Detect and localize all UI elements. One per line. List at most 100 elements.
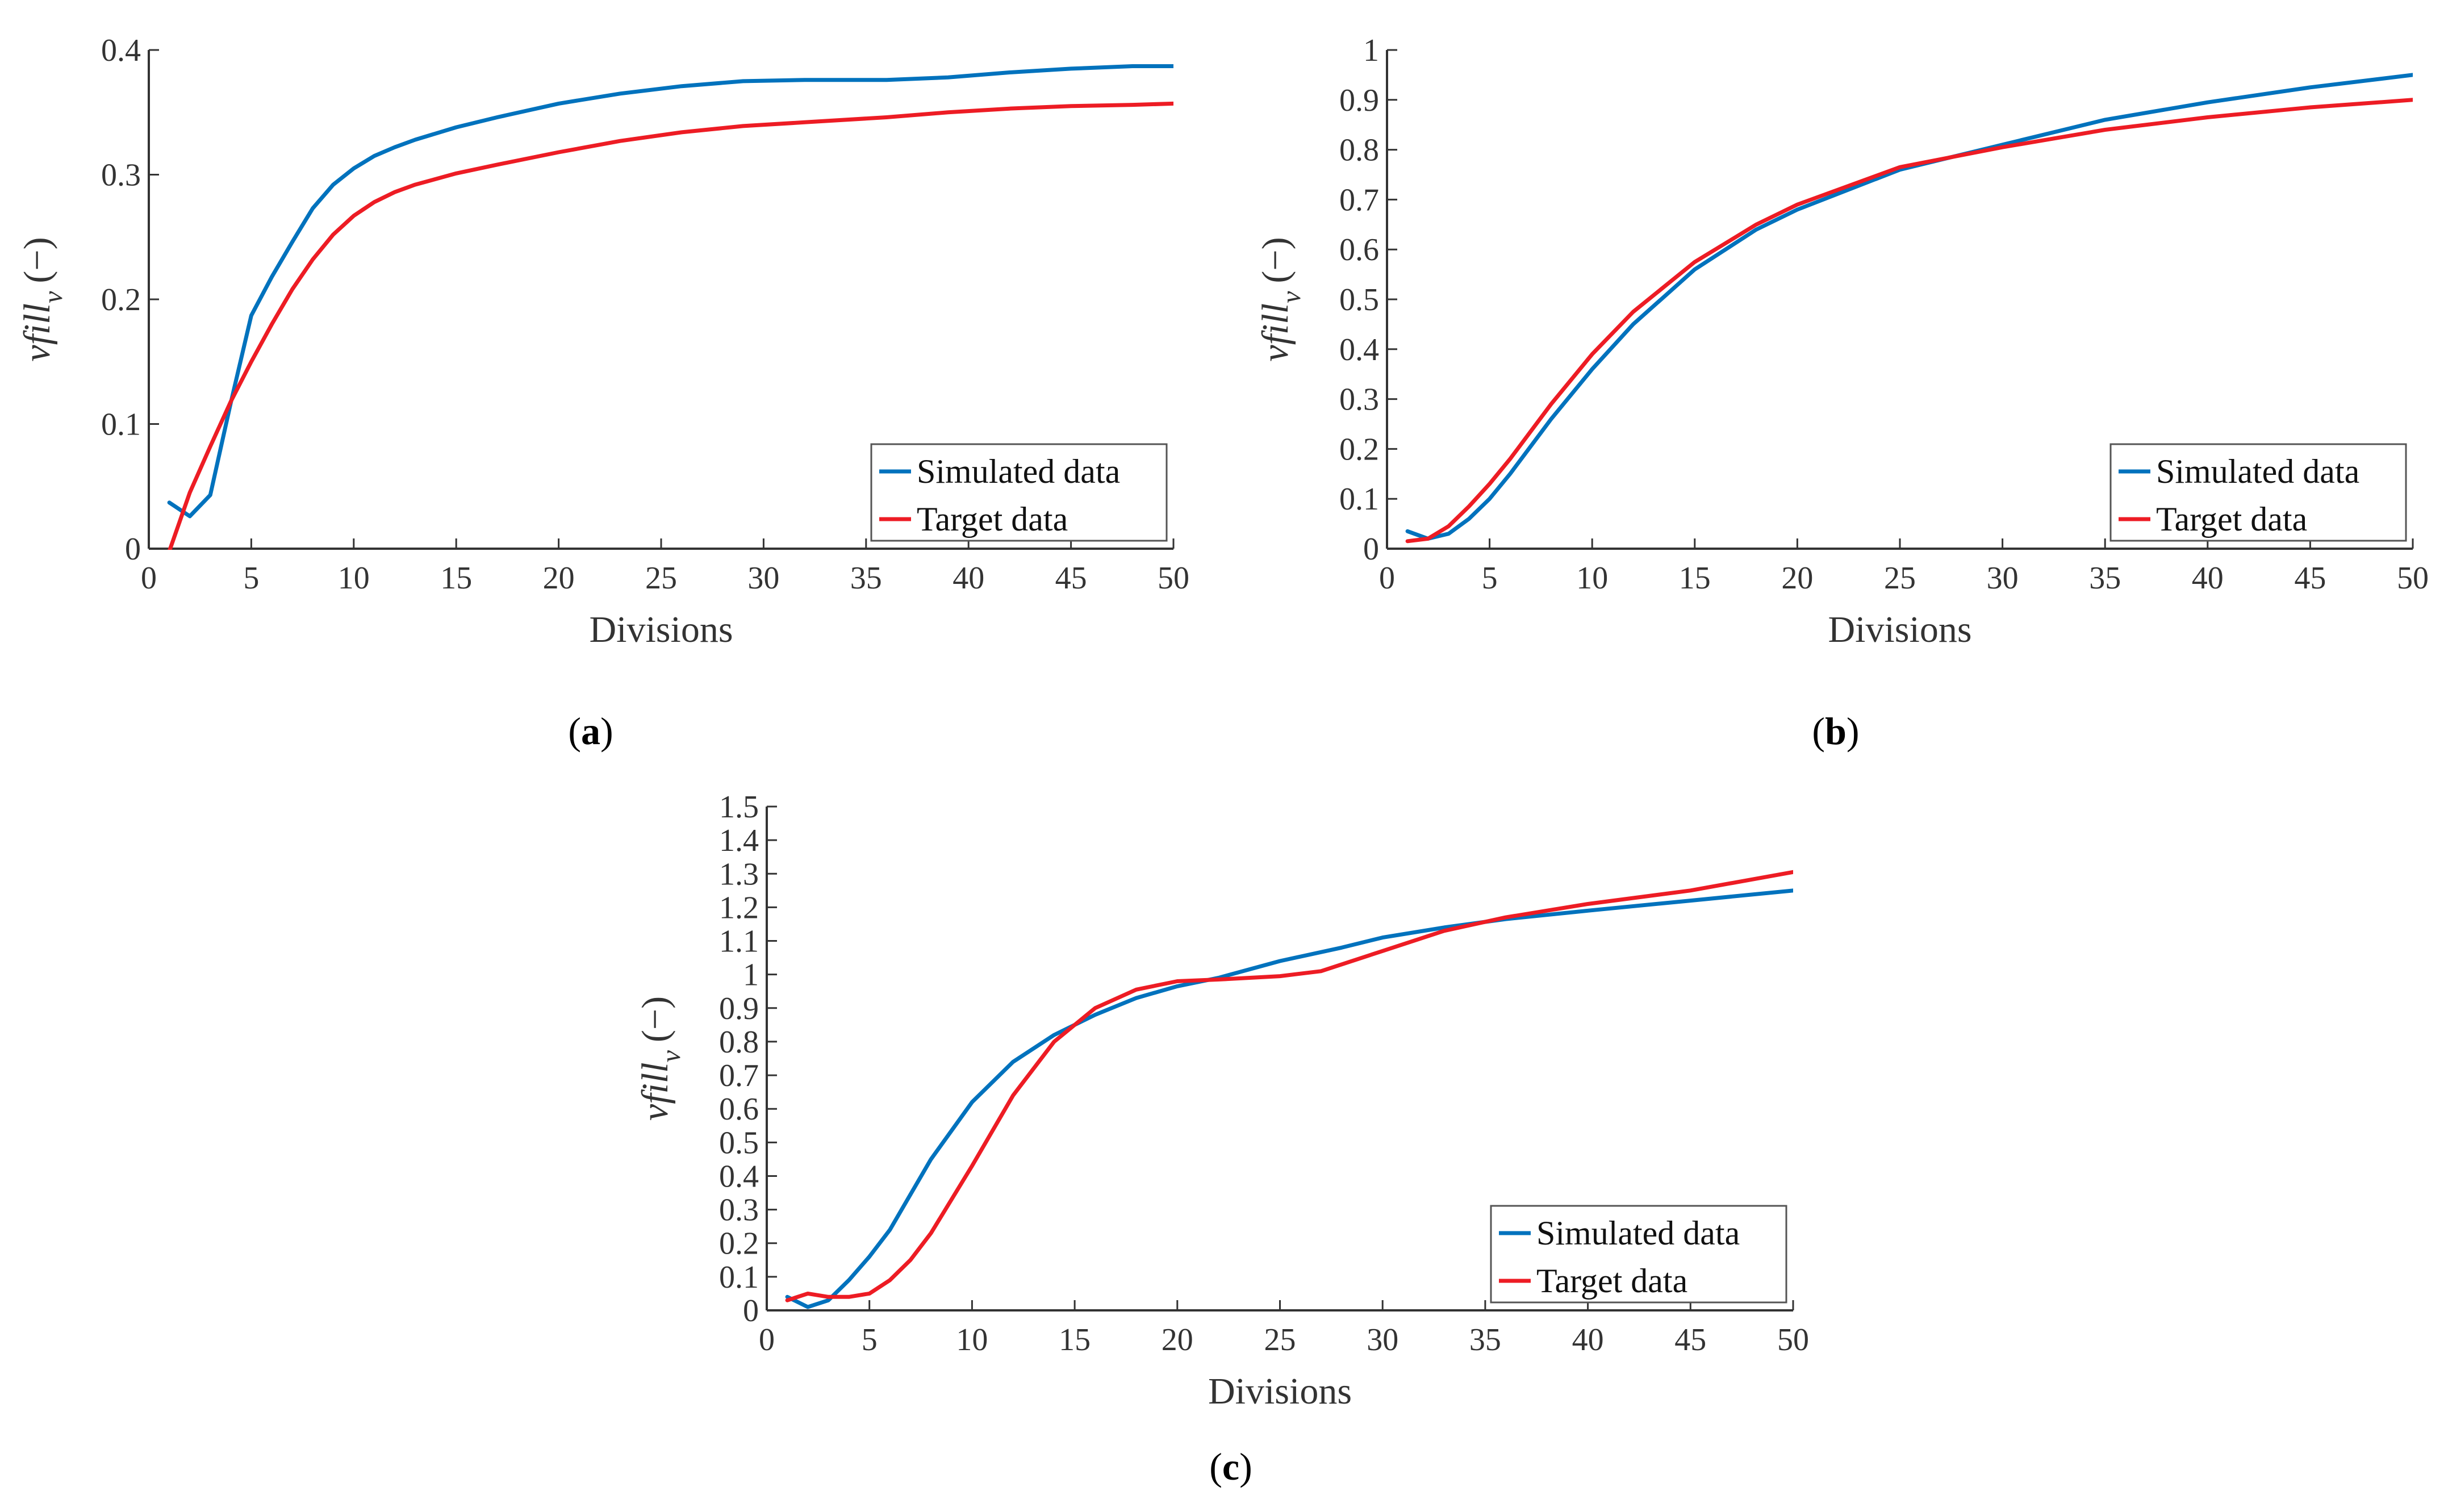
x-tick-label: 5 <box>1482 561 1498 596</box>
y-tick-label: 0.7 <box>719 1058 759 1093</box>
x-tick-label: 20 <box>1781 561 1813 596</box>
series-line-target <box>1405 98 2413 544</box>
x-tick-label: 25 <box>645 561 677 596</box>
series-line-target <box>785 870 1793 1302</box>
x-tick-label: 50 <box>1158 561 1189 596</box>
legend-label-target: Target data <box>1536 1262 1687 1300</box>
x-tick-label: 5 <box>243 561 259 596</box>
x-axis-label: Divisions <box>589 609 733 650</box>
series-line-target <box>168 101 1173 550</box>
y-tick-label: 0.1 <box>1339 482 1379 517</box>
x-tick-label: 30 <box>1367 1322 1398 1358</box>
x-tick-label: 10 <box>338 561 370 596</box>
x-tick-label: 15 <box>1059 1322 1091 1358</box>
x-tick-label: 30 <box>747 561 779 596</box>
x-tick-label: 15 <box>1679 561 1711 596</box>
legend-label-simulated: Simulated data <box>1536 1214 1740 1252</box>
y-axis-label-subscript: v <box>38 291 68 303</box>
legend-box <box>2109 443 2407 542</box>
y-tick-label: 0.4 <box>1339 332 1379 367</box>
series-group <box>167 64 1173 550</box>
panel-label-b: (b) <box>1812 709 1859 753</box>
x-tick-label: 40 <box>2192 561 2224 596</box>
y-tick-label: 0.2 <box>101 282 141 318</box>
chart-panel-a: 0 5 10 15 20 25 30 35 40 45 50 0 0.1 0.2 0.3 0.4 Divisio… <box>16 33 1189 650</box>
series-group <box>1405 73 2413 544</box>
x-tick-label: 20 <box>1162 1322 1193 1358</box>
y-axis-label-main: vfill <box>16 303 58 362</box>
series-group <box>785 870 1793 1309</box>
y-tick-label: 0.1 <box>101 407 141 442</box>
legend-label-target: Target data <box>2156 500 2307 538</box>
y-axis-label-unit: (−) <box>1255 237 1296 283</box>
y-tick-label: 0.4 <box>719 1159 759 1194</box>
y-tick-label: 1.5 <box>719 790 759 825</box>
x-tick-label: 50 <box>1777 1322 1809 1358</box>
x-tick-label: 40 <box>953 561 984 596</box>
y-tick-label: 1 <box>743 958 759 993</box>
y-tick-label: 1 <box>1363 33 1379 68</box>
y-tick-label: 0.3 <box>101 158 141 193</box>
y-axis-label-subscript: v <box>1276 291 1306 303</box>
x-tick-label: 35 <box>850 561 882 596</box>
y-tick-label: 1.2 <box>719 890 759 925</box>
x-axis-label: Divisions <box>1828 609 1971 650</box>
x-tick-label: 30 <box>1987 561 2019 596</box>
panel-label-a: (a) <box>568 709 613 753</box>
y-axis-label-main: vfill <box>1255 303 1296 362</box>
x-tick-label: 10 <box>1576 561 1608 596</box>
x-tick-label: 45 <box>1055 561 1087 596</box>
y-tick-label: 0.2 <box>1339 432 1379 467</box>
y-tick-label: 0 <box>1363 532 1379 567</box>
chart-panel-c: 0 5 10 15 20 25 30 35 40 45 5000.10.20.30.40.50.60… <box>634 790 1809 1412</box>
y-axis-label: vfillv (−) <box>1255 237 1306 361</box>
y-tick-label: 1.3 <box>719 857 759 892</box>
series-line-simulated <box>1405 73 2413 541</box>
x-tick-label: 20 <box>543 561 575 596</box>
legend-label-simulated: Simulated data <box>917 453 1120 490</box>
y-tick-label: 0.8 <box>719 1025 759 1060</box>
x-tick-label: 15 <box>440 561 472 596</box>
y-tick-label: 1.1 <box>719 924 759 959</box>
y-tick-label: 0 <box>743 1293 759 1329</box>
y-axis-label-unit: (−) <box>634 996 676 1042</box>
x-tick-label: 50 <box>2397 561 2429 596</box>
y-tick-label: 0.3 <box>1339 382 1379 417</box>
y-tick-label: 0.9 <box>1339 83 1379 118</box>
y-tick-label: 0.3 <box>719 1193 759 1228</box>
y-tick-label: 0.2 <box>719 1226 759 1262</box>
y-tick-label: 0.7 <box>1339 182 1379 218</box>
legend-label-target: Target data <box>917 500 1068 538</box>
series-line-simulated <box>167 64 1173 519</box>
x-axis-label: Divisions <box>1208 1371 1352 1412</box>
y-axis-label-subscript: v <box>656 1050 686 1062</box>
x-tick-label: 25 <box>1264 1322 1296 1358</box>
x-tick-label: 45 <box>1674 1322 1706 1358</box>
x-tick-label: 0 <box>141 561 157 596</box>
x-tick-label: 25 <box>1884 561 1916 596</box>
y-tick-label: 0.6 <box>1339 232 1379 268</box>
panel-label-c: (c) <box>1209 1445 1252 1488</box>
chart-panel-b: 0 5 10 15 20 25 30 35 40 45 50 0 0.1 0.2 0.3 0.4 0.5 0.6 0… <box>1255 33 2429 650</box>
y-tick-label: 0.8 <box>1339 133 1379 168</box>
y-tick-label: 1.4 <box>719 823 759 858</box>
y-tick-label: 0.4 <box>101 33 141 68</box>
legend-label-simulated: Simulated data <box>2156 453 2359 490</box>
x-tick-label: 5 <box>862 1322 878 1358</box>
y-axis-label: vfillv (−) <box>16 237 68 361</box>
y-axis-label-unit: (−) <box>16 237 58 283</box>
y-tick-label: 0.5 <box>719 1125 759 1160</box>
y-tick-label: 0 <box>125 532 141 567</box>
y-tick-label: 0.9 <box>719 991 759 1026</box>
legend-box <box>1490 1205 1787 1304</box>
x-tick-label: 10 <box>956 1322 988 1358</box>
y-tick-label: 0.6 <box>719 1092 759 1127</box>
y-tick-label: 0.1 <box>719 1260 759 1295</box>
y-tick-label: 0.5 <box>1339 282 1379 318</box>
x-tick-label: 40 <box>1572 1322 1604 1358</box>
x-tick-label: 35 <box>2089 561 2121 596</box>
x-tick-label: 35 <box>1469 1322 1501 1358</box>
y-axis-label-main: vfill <box>634 1062 676 1121</box>
legend-box <box>870 443 1168 542</box>
